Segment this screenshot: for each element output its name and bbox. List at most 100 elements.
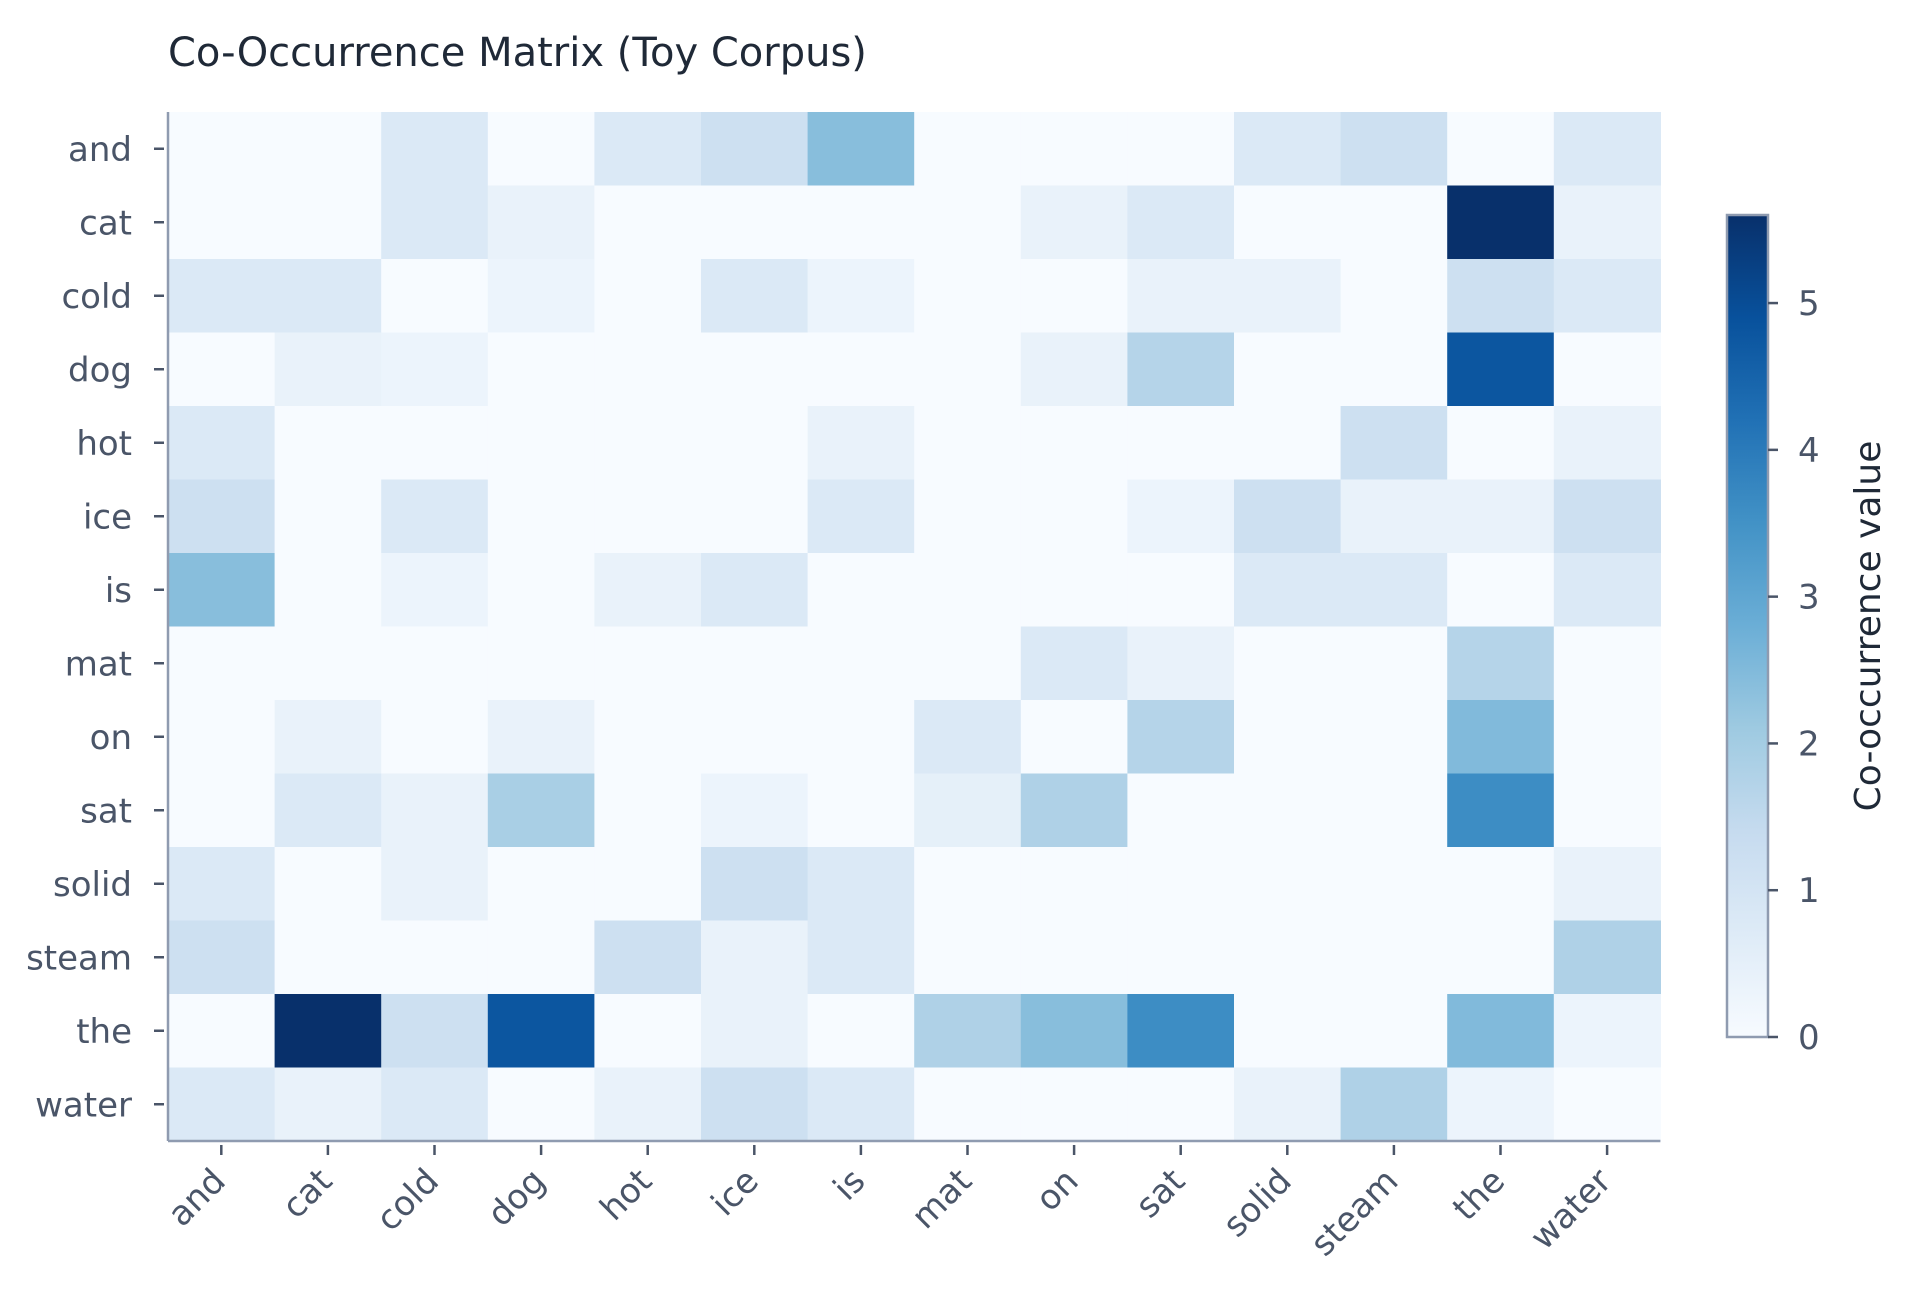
y-axis: and cat cold dog hot ice is mat on sat solid steam t…: [26, 130, 164, 1125]
heatmap-cell-cold-is: [807, 259, 915, 334]
heatmap-cell-mat-on: [1020, 626, 1128, 701]
heatmap-cell-steam-and: [168, 920, 276, 995]
heatmap-cell-mat-water: [1553, 626, 1661, 701]
heatmap-cell-hot-and: [168, 406, 276, 481]
heatmap-cell-ice-dog: [487, 479, 595, 554]
heatmap-cell-dog-sat: [1127, 332, 1235, 407]
heatmap-cell-the-and: [168, 994, 276, 1069]
heatmap-cell-solid-the: [1447, 847, 1555, 922]
heatmap-cell-cold-mat: [914, 259, 1022, 334]
heatmap-cell-cold-cat: [274, 259, 382, 334]
heatmap-cell-steam-ice: [701, 920, 809, 995]
heatmap-cell-ice-on: [1020, 479, 1128, 554]
heatmap-cell-and-mat: [914, 112, 1022, 187]
heatmap-cell-steam-mat: [914, 920, 1022, 995]
heatmap-cell-and-is: [807, 112, 915, 187]
heatmap-cell-the-hot: [594, 994, 702, 1069]
colorbar-tick-label-4: 4: [1798, 431, 1820, 471]
heatmap-cell-cold-and: [168, 259, 276, 334]
heatmap-cell-solid-cat: [274, 847, 382, 922]
heatmap-cell-dog-cat: [274, 332, 382, 407]
heatmap-cell-hot-cold: [381, 406, 489, 481]
heatmap-cell-steam-cat: [274, 920, 382, 995]
heatmap-cell-hot-solid: [1234, 406, 1342, 481]
heatmap-cell-on-and: [168, 700, 276, 775]
y-tick-label-cold: cold: [61, 277, 132, 317]
heatmap-cell-on-steam: [1340, 700, 1448, 775]
heatmap-cell-ice-steam: [1340, 479, 1448, 554]
colorbar-tick-label-5: 5: [1798, 284, 1820, 324]
heatmap-cell-sat-and: [168, 773, 276, 848]
heatmap-cell-mat-mat: [914, 626, 1022, 701]
heatmap-cell-and-cold: [381, 112, 489, 187]
heatmap-cell-the-water: [1553, 994, 1661, 1069]
heatmap-cell-cold-hot: [594, 259, 702, 334]
heatmap-cell-ice-water: [1553, 479, 1661, 554]
heatmap-cell-water-water: [1553, 1067, 1661, 1142]
heatmap-cell-cold-solid: [1234, 259, 1342, 334]
heatmap-cell-sat-cold: [381, 773, 489, 848]
heatmap-cell-cat-on: [1020, 185, 1128, 260]
heatmap-cell-the-cold: [381, 994, 489, 1069]
heatmap-cell-cat-hot: [594, 185, 702, 260]
heatmap-cell-ice-mat: [914, 479, 1022, 554]
heatmap-cell-mat-solid: [1234, 626, 1342, 701]
heatmap-cell-dog-mat: [914, 332, 1022, 407]
heatmap-cell-is-steam: [1340, 553, 1448, 628]
heatmap-cell-hot-sat: [1127, 406, 1235, 481]
heatmap-cell-cat-cat: [274, 185, 382, 260]
heatmap-cell-on-is: [807, 700, 915, 775]
heatmap-cell-sat-solid: [1234, 773, 1342, 848]
heatmap-cell-solid-steam: [1340, 847, 1448, 922]
heatmap-cell-ice-cold: [381, 479, 489, 554]
y-tick-label-steam: steam: [26, 938, 132, 978]
heatmap-cell-hot-dog: [487, 406, 595, 481]
heatmap-cell-the-the: [1447, 994, 1555, 1069]
y-tick-label-solid: solid: [53, 865, 132, 905]
heatmap-cell-hot-ice: [701, 406, 809, 481]
heatmap-cell-cat-and: [168, 185, 276, 260]
heatmap-cell-cat-sat: [1127, 185, 1235, 260]
heatmap-cell-solid-ice: [701, 847, 809, 922]
heatmap-cell-mat-cold: [381, 626, 489, 701]
x-tick-label-and: and: [160, 1161, 234, 1235]
heatmap-cell-cat-the: [1447, 185, 1555, 260]
x-tick-label-cold: cold: [369, 1161, 447, 1239]
heatmap-cell-on-cold: [381, 700, 489, 775]
heatmap-cell-sat-water: [1553, 773, 1661, 848]
heatmap-cell-is-dog: [487, 553, 595, 628]
heatmap-cells: [168, 112, 1661, 1142]
heatmap-cell-and-dog: [487, 112, 595, 187]
heatmap-cell-solid-water: [1553, 847, 1661, 922]
heatmap-cell-dog-ice: [701, 332, 809, 407]
heatmap-cell-is-hot: [594, 553, 702, 628]
colorbar-tick-label-3: 3: [1798, 578, 1820, 618]
heatmap-cell-hot-mat: [914, 406, 1022, 481]
heatmap-cell-cat-steam: [1340, 185, 1448, 260]
heatmap-cell-sat-on: [1020, 773, 1128, 848]
heatmap-cell-water-is: [807, 1067, 915, 1142]
heatmap-cell-solid-and: [168, 847, 276, 922]
heatmap-cell-dog-dog: [487, 332, 595, 407]
heatmap-cell-and-sat: [1127, 112, 1235, 187]
heatmap-cell-water-on: [1020, 1067, 1128, 1142]
heatmap-cell-hot-water: [1553, 406, 1661, 481]
heatmap-cell-water-cat: [274, 1067, 382, 1142]
heatmap-cell-and-the: [1447, 112, 1555, 187]
heatmap-cell-cold-on: [1020, 259, 1128, 334]
heatmap-cell-on-mat: [914, 700, 1022, 775]
x-axis: and cat cold dog hot ice is mat on sat solid steam t…: [160, 1145, 1619, 1264]
heatmap-cell-ice-solid: [1234, 479, 1342, 554]
heatmap-cell-dog-the: [1447, 332, 1555, 407]
heatmap-cell-cat-solid: [1234, 185, 1342, 260]
x-tick-label-is: is: [826, 1161, 873, 1208]
heatmap-cell-and-on: [1020, 112, 1128, 187]
x-tick-label-ice: ice: [704, 1161, 767, 1224]
heatmap-cell-solid-on: [1020, 847, 1128, 922]
heatmap-cell-cat-cold: [381, 185, 489, 260]
heatmap-cell-ice-hot: [594, 479, 702, 554]
colorbar-tick-label-2: 2: [1798, 724, 1820, 764]
heatmap-cell-and-cat: [274, 112, 382, 187]
heatmap-cell-water-and: [168, 1067, 276, 1142]
